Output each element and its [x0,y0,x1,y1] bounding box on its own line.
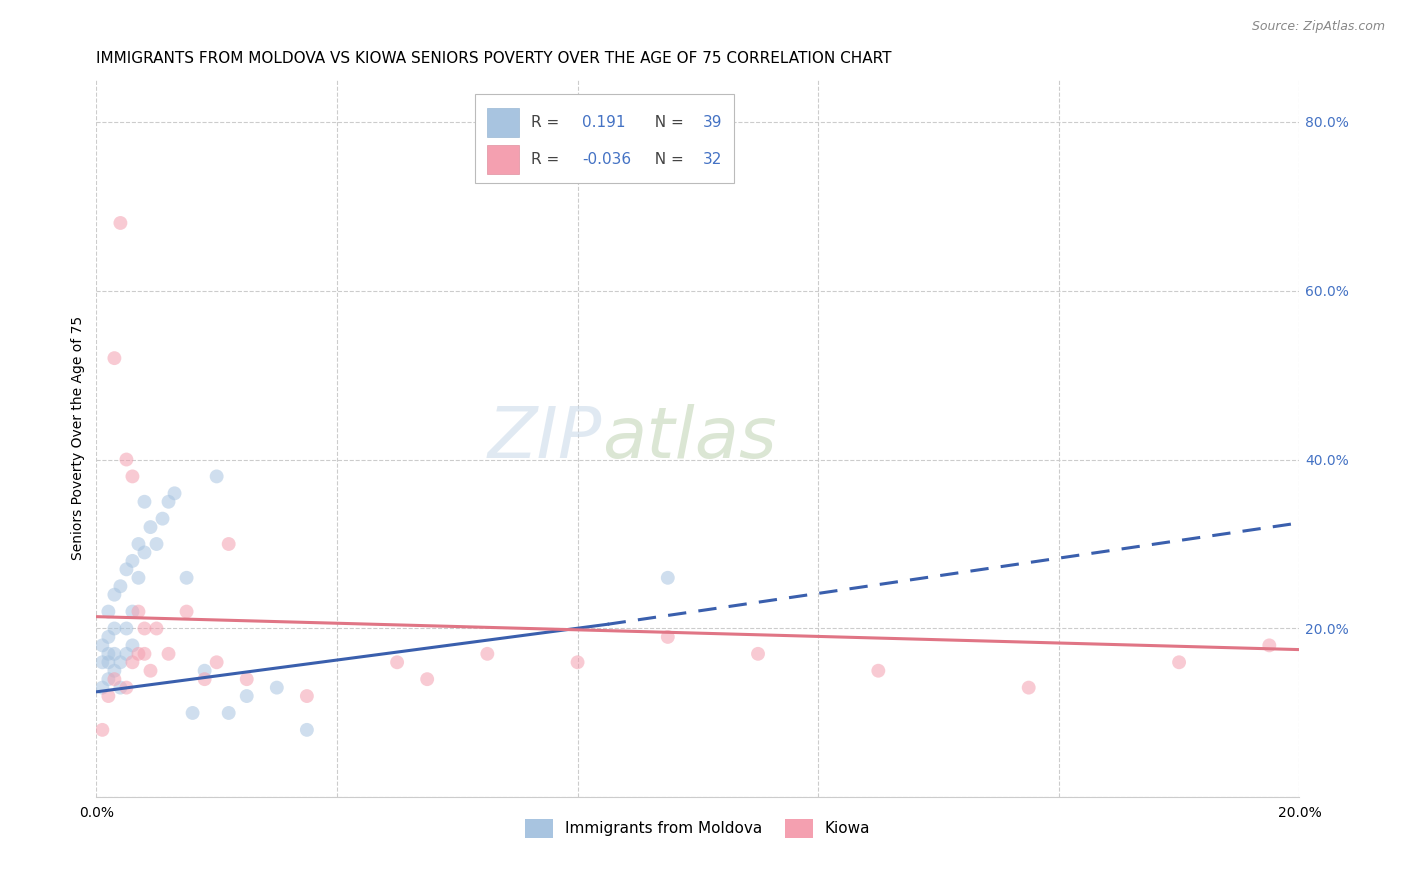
Point [97,630,120,644]
Point [218,537,240,551]
FancyBboxPatch shape [475,94,734,184]
Point [157,647,180,661]
Point [205,655,228,669]
Point [127,537,149,551]
Point [91,655,114,669]
Text: -0.036: -0.036 [582,153,631,168]
Point [295,689,318,703]
Point [1018,681,1040,695]
Point [97,647,120,661]
Text: ZIP: ZIP [488,404,602,473]
Point [97,672,120,686]
Point [103,664,125,678]
Point [657,571,679,585]
FancyBboxPatch shape [488,145,519,174]
Point [103,647,125,661]
Point [121,554,143,568]
Point [121,639,143,653]
Point [110,681,132,695]
Point [235,689,257,703]
Text: N =: N = [645,115,689,130]
Point [194,672,217,686]
Point [176,605,198,619]
Point [416,672,439,686]
Point [97,605,120,619]
Point [110,655,132,669]
FancyBboxPatch shape [488,108,519,136]
Point [121,469,143,483]
Point [1258,639,1281,653]
Point [139,520,162,534]
Point [110,216,132,230]
Point [747,647,769,661]
Y-axis label: Seniors Poverty Over the Age of 75: Seniors Poverty Over the Age of 75 [72,317,86,560]
Point [139,664,162,678]
Text: Source: ZipAtlas.com: Source: ZipAtlas.com [1251,20,1385,33]
Point [103,588,125,602]
Point [868,664,890,678]
Point [176,571,198,585]
Point [157,495,180,509]
Point [657,630,679,644]
Point [97,689,120,703]
Point [134,495,156,509]
Point [205,469,228,483]
Point [145,622,167,636]
Point [266,681,288,695]
Point [218,706,240,720]
Text: 32: 32 [703,153,723,168]
Point [385,655,408,669]
Point [127,647,149,661]
Point [115,647,138,661]
Point [110,579,132,593]
Text: N =: N = [645,153,689,168]
Point [115,622,138,636]
Point [115,562,138,576]
Text: IMMIGRANTS FROM MOLDOVA VS KIOWA SENIORS POVERTY OVER THE AGE OF 75 CORRELATION : IMMIGRANTS FROM MOLDOVA VS KIOWA SENIORS… [97,51,891,66]
Point [134,647,156,661]
Point [567,655,589,669]
Point [103,672,125,686]
Point [152,511,174,525]
Point [91,681,114,695]
Point [477,647,499,661]
Text: 39: 39 [703,115,723,130]
Point [121,605,143,619]
Point [134,622,156,636]
Point [194,664,217,678]
Point [115,452,138,467]
Text: 0.191: 0.191 [582,115,626,130]
Point [91,639,114,653]
Point [134,545,156,559]
Point [295,723,318,737]
Text: R =: R = [530,115,564,130]
Point [121,655,143,669]
Point [181,706,204,720]
Point [163,486,186,500]
Legend: Immigrants from Moldova, Kiowa: Immigrants from Moldova, Kiowa [519,813,876,844]
Point [91,723,114,737]
Point [103,622,125,636]
Point [97,655,120,669]
Point [127,605,149,619]
Point [127,571,149,585]
Point [235,672,257,686]
Point [115,681,138,695]
Point [103,351,125,366]
Text: atlas: atlas [602,404,776,473]
Text: R =: R = [530,153,564,168]
Point [145,537,167,551]
Point [1168,655,1191,669]
